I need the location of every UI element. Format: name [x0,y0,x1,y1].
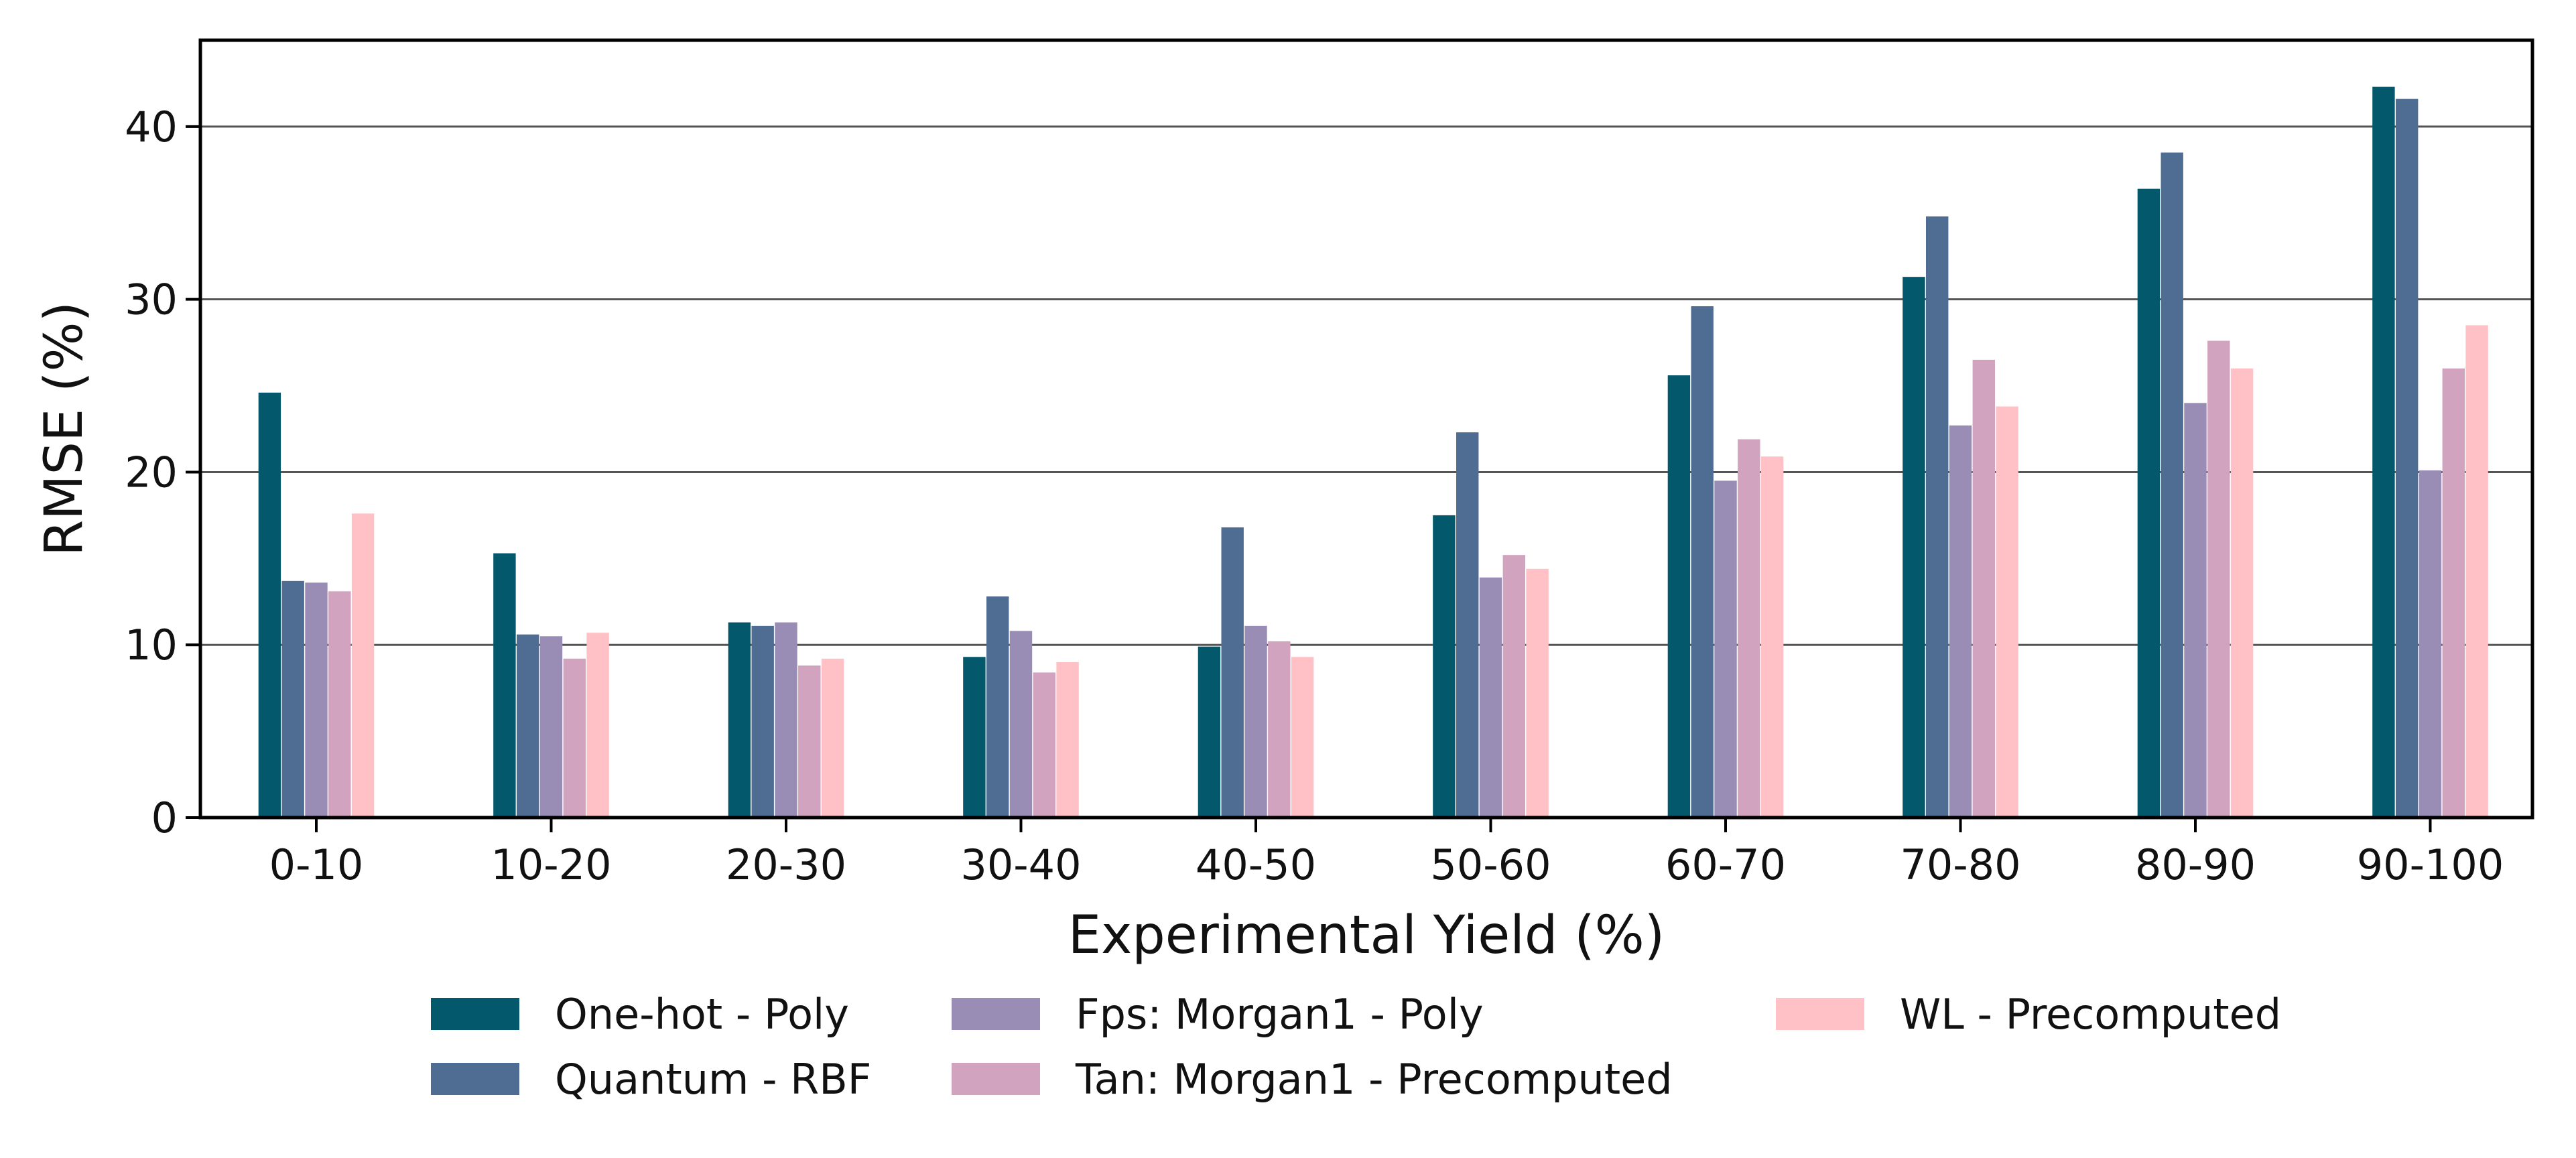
bar [563,658,586,818]
bar [493,553,516,818]
legend-swatch [952,1063,1040,1095]
bar [1691,306,1714,818]
y-tick-label: 40 [125,103,178,151]
bar [2207,340,2230,818]
x-tick-label: 0-10 [269,840,364,889]
bar [1198,646,1221,818]
y-axis: 0 10 20 30 40 [125,103,200,842]
x-tick-label: 80-90 [2135,840,2256,889]
bar [258,392,281,818]
legend-swatch [952,998,1040,1030]
bar [2137,188,2161,818]
bar [2184,403,2207,818]
bar [1056,662,1079,818]
bar [1268,641,1291,818]
x-tick-label: 10-20 [491,840,611,889]
y-tick-label: 0 [151,793,178,842]
bar [2465,325,2488,818]
x-tick-label: 30-40 [960,840,1081,889]
bar [351,513,375,818]
legend-label: WL - Precomputed [1900,990,2281,1039]
y-tick-label: 10 [125,621,178,669]
bar [2396,99,2419,818]
legend-label: Tan: Morgan1 - Precomputed [1075,1055,1673,1104]
bar [517,634,539,818]
bar [1479,577,1502,818]
legend-label: One-hot - Poly [555,990,849,1039]
bar [963,657,986,818]
bar [1456,432,1479,818]
bar [2372,86,2395,818]
bar [539,636,563,818]
legend-swatch [1776,998,1864,1030]
bar [821,658,844,818]
bar [1433,515,1456,818]
bar [1244,625,1267,818]
bar [2161,152,2183,818]
bar [1926,216,1949,818]
legend: One-hot - Poly Quantum - RBF Fps: Morgan1 … [431,990,2281,1104]
x-axis: 0-10 10-20 20-30 30-40 40-50 50-60 60-70 70-80 8… [269,818,2504,889]
y-axis-title: RMSE (%) [34,302,94,556]
bar [1714,480,1737,818]
bar [1009,631,1033,818]
legend-label: Fps: Morgan1 - Poly [1076,990,1484,1039]
bar [1972,359,1995,818]
bar [1033,672,1055,818]
x-tick-label: 90-100 [2357,840,2504,889]
x-tick-label: 70-80 [1900,840,2020,889]
legend-swatch [431,1063,519,1095]
bar [2230,368,2254,818]
bar [798,665,821,818]
x-tick-label: 40-50 [1196,840,1316,889]
bar [1502,555,1525,818]
x-tick-label: 50-60 [1430,840,1551,889]
y-tick-label: 20 [125,448,178,497]
x-tick-label: 60-70 [1665,840,1786,889]
bar [328,591,351,818]
bar [1949,425,1972,818]
bar [1291,657,1314,818]
bar [751,625,774,818]
bar [281,580,304,818]
y-tick-label: 30 [125,275,178,324]
legend-swatch [431,998,519,1030]
plot-frame [198,38,2534,820]
bar [1667,375,1691,818]
bar [305,582,328,818]
bar [1903,277,1925,818]
bar [775,622,797,818]
bar [2419,470,2442,818]
bar [1526,568,1549,818]
bar [986,596,1009,818]
bar [1996,406,2018,818]
x-tick-label: 20-30 [726,840,846,889]
x-axis-title: Experimental Yield (%) [1068,905,1665,966]
bar [586,633,609,818]
bar [1760,456,1784,818]
bar [1738,439,1760,818]
bars [258,86,2488,818]
bar [728,622,751,818]
bar [1221,527,1244,818]
bar [2442,368,2465,818]
legend-label: Quantum - RBF [555,1055,871,1104]
